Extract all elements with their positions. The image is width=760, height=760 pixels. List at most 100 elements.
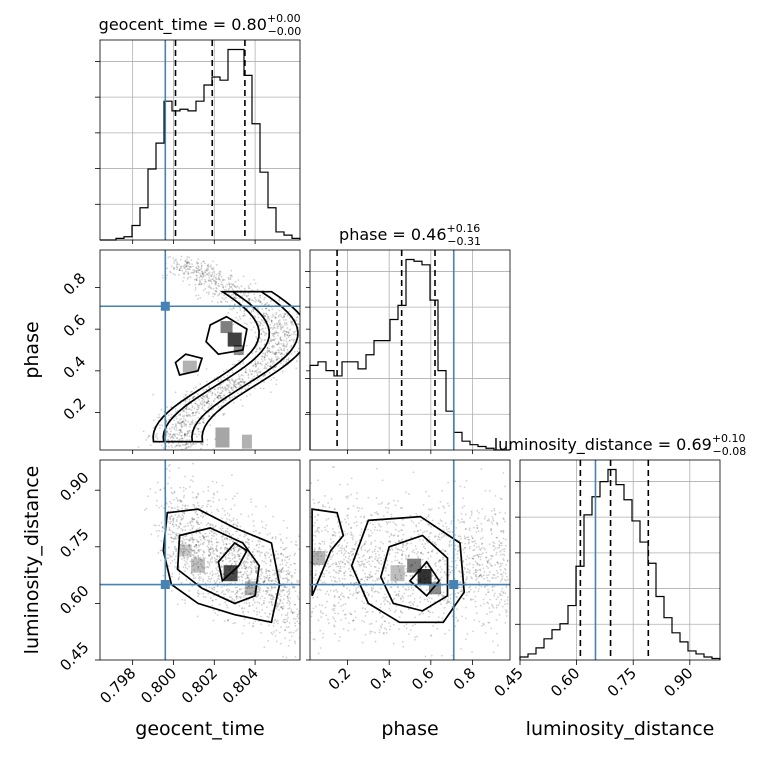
sample-point — [206, 560, 209, 563]
sample-point — [398, 530, 400, 533]
sample-point — [352, 547, 355, 550]
sample-point — [325, 519, 328, 521]
sample-point — [441, 489, 443, 492]
sample-point — [377, 557, 380, 560]
sample-point — [184, 487, 187, 490]
sample-point — [460, 648, 463, 650]
sample-point — [168, 528, 171, 531]
sample-point — [238, 548, 241, 551]
sample-point — [254, 565, 256, 568]
sample-point — [179, 543, 182, 546]
sample-point — [360, 531, 363, 534]
sample-point — [207, 554, 210, 557]
sample-point — [262, 375, 264, 377]
sample-point — [424, 547, 426, 550]
sample-point — [195, 544, 198, 546]
sample-point — [337, 601, 340, 604]
sample-point — [207, 285, 210, 288]
sample-point — [332, 590, 335, 592]
sample-point — [446, 502, 449, 505]
sample-point — [495, 606, 498, 609]
sample-point — [346, 483, 349, 486]
sample-point — [175, 410, 177, 413]
sample-point — [183, 544, 185, 547]
sample-point — [403, 592, 406, 595]
sample-point — [263, 597, 266, 600]
sample-point — [326, 530, 329, 533]
sample-point — [184, 525, 187, 527]
sample-point — [247, 577, 250, 579]
sample-point — [188, 256, 190, 259]
sample-point — [237, 392, 239, 395]
sample-point — [412, 521, 415, 524]
sample-point — [183, 422, 186, 425]
sample-point — [280, 339, 283, 342]
sample-point — [292, 323, 294, 326]
sample-point — [507, 578, 509, 581]
sample-point — [175, 518, 178, 521]
sample-point — [281, 560, 283, 562]
sample-point — [347, 597, 350, 599]
sample-point — [209, 499, 212, 502]
sample-point — [455, 566, 458, 569]
sample-point — [213, 493, 215, 496]
sample-point — [267, 639, 270, 642]
sample-point — [362, 563, 365, 566]
sample-point — [194, 386, 197, 389]
sample-point — [401, 538, 404, 541]
sample-point — [417, 551, 420, 553]
sample-point — [172, 523, 175, 526]
sample-point — [287, 573, 290, 576]
sample-point — [491, 576, 494, 579]
sample-point — [280, 324, 283, 327]
sample-point — [223, 278, 226, 281]
sample-point — [285, 345, 288, 348]
sample-point — [270, 378, 272, 381]
sample-point — [247, 581, 250, 584]
sample-point — [209, 580, 212, 583]
sample-point — [197, 269, 200, 272]
sample-point — [332, 562, 335, 565]
sample-point — [232, 323, 235, 326]
sample-point — [234, 546, 236, 549]
sample-point — [334, 605, 337, 607]
sample-point — [248, 602, 251, 604]
sample-point — [222, 279, 224, 282]
sample-point — [431, 611, 434, 614]
sample-point — [170, 507, 173, 509]
sample-point — [232, 386, 235, 389]
sample-point — [201, 566, 204, 569]
sample-point — [283, 349, 286, 352]
sample-point — [226, 547, 229, 550]
sample-point — [296, 595, 299, 598]
sample-point — [224, 537, 227, 540]
sample-point — [226, 387, 229, 390]
sample-point — [258, 320, 261, 323]
sample-point — [405, 491, 407, 494]
sample-point — [330, 579, 333, 582]
sample-point — [196, 513, 198, 516]
sample-point — [189, 423, 192, 426]
sample-point — [182, 551, 185, 554]
sample-point — [334, 612, 336, 615]
sample-point — [259, 568, 262, 571]
sample-point — [212, 500, 215, 503]
sample-point — [207, 268, 210, 271]
sample-point — [213, 549, 215, 552]
sample-point — [363, 563, 366, 565]
sample-point — [272, 332, 275, 335]
sample-point — [269, 589, 272, 592]
sample-point — [252, 622, 255, 625]
panel-content — [100, 460, 300, 660]
sample-point — [250, 578, 253, 581]
sample-point — [356, 560, 359, 563]
sample-point — [197, 294, 200, 297]
sample-point — [286, 527, 289, 529]
sample-point — [470, 512, 473, 514]
sample-point — [231, 396, 234, 399]
sample-point — [216, 508, 218, 511]
sample-point — [339, 636, 342, 638]
sample-point — [244, 561, 247, 564]
sample-point — [185, 407, 188, 410]
sample-point — [186, 438, 189, 441]
